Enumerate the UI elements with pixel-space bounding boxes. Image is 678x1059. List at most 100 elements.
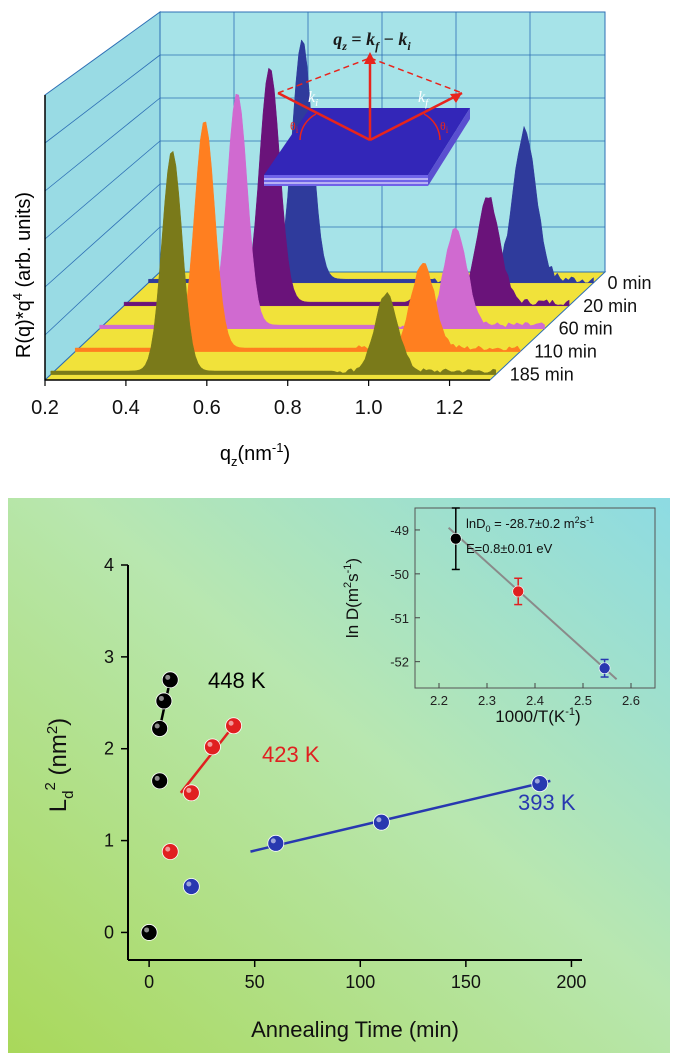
series-label: 448 K [208,668,266,693]
data-point-highlight [376,817,382,823]
inset-x-tick-label: 2.2 [430,693,448,708]
x-tick-label: 0.2 [31,397,59,419]
series-label: 20 min [583,296,637,316]
data-point-highlight [207,741,213,747]
y-tick-label: 2 [104,739,114,759]
inset-fit-line [447,527,618,680]
incident-beam [277,91,371,142]
sample-stack-edge [428,108,470,186]
data-point [155,692,173,710]
kf-label: kf [418,89,430,109]
grid-line [44,54,161,144]
data-point [267,834,285,852]
inset-y-tick-label: -52 [390,655,409,670]
inset-x-tick-label: 2.6 [622,693,640,708]
waterfall-series [50,39,594,375]
fit-line [250,779,551,853]
bottom-ticks: 0 50 100 150 200 0 1 2 3 4 [104,555,586,992]
grid-line [44,183,161,288]
inset-point [449,532,462,545]
data-point [204,738,221,756]
grid-line [44,140,161,240]
data-point [140,924,158,941]
data-point [182,878,200,895]
top-x-axis-title: qz(nm-1) [220,440,290,469]
inset-y-tick-label: -50 [390,567,409,582]
bottom-y-axis-title: Ld2 (nm2) [42,718,77,812]
y-tick-label: 3 [104,647,114,667]
x-tick-label: 0 [144,972,154,992]
x-tick-label: 1.0 [355,397,383,419]
series-label: 185 min [510,365,574,385]
series-labels: 448 K 423 K 393 K [208,668,576,815]
data-point [151,720,169,737]
theta-label-right: θi [440,119,449,135]
inset-ticks: 2.2 2.3 2.4 2.5 2.6 -49 -50 -51 -52 [390,523,640,708]
x-tick-label: 1.2 [436,397,464,419]
data-point-highlight [228,720,234,726]
data-point-highlight [534,778,540,784]
inset-fit [447,527,618,680]
data-point [161,843,179,861]
data-point [182,784,200,802]
sample-stack-top [264,108,470,175]
inset-y-tick-label: -49 [390,523,409,538]
data-point-highlight [154,723,160,729]
series-label: 423 K [262,742,320,767]
x-tick-label: 50 [245,972,265,992]
dashed-construction [369,57,463,94]
reflected-beam [369,91,463,142]
sample-stack-side [264,175,428,186]
inset-x-axis-title: 1000/T(K-1) [495,706,580,726]
series-labels: 0 min 20 min 60 min 110 min 185 min [510,273,652,385]
inset-x-tick-label: 2.4 [526,693,544,708]
theta-arc-right [423,113,441,141]
inset-annotation-energy: E=0.8±0.01 eV [466,541,553,556]
data-point-highlight [270,838,276,844]
inset-x-tick-label: 2.5 [574,693,592,708]
x-tick-label: 0.4 [112,397,140,419]
x-tick-label: 200 [556,972,586,992]
formula-label: qz = kf − ki [333,29,411,53]
data-point-highlight [158,695,164,701]
scattering-inset: qz = kf − ki ki kf θi θi [264,29,470,186]
y-tick-label: 1 [104,831,114,851]
bottom-x-axis-title: Annealing Time (min) [251,1017,459,1042]
x-tick-label: 0.8 [274,397,302,419]
fit-line [179,724,235,794]
theta-arc-left [299,113,317,141]
series-label: 393 K [518,790,576,815]
data-points [140,671,549,941]
y-tick-label: 0 [104,922,114,942]
dashed-construction [277,57,371,94]
data-point-highlight [186,787,192,793]
inset-point [598,662,611,675]
inset-points [449,507,611,678]
x-tick-label: 0.6 [193,397,221,419]
inset-point [512,585,525,598]
data-point [372,813,390,831]
series-label: 0 min [608,273,652,293]
inset-y-tick-label: -51 [390,611,409,626]
inset-y-axis-title: ln D(m2s-1) [342,558,362,638]
theta-label-left: θi [290,119,299,135]
data-point-highlight [144,927,150,933]
y-tick-label: 4 [104,555,114,575]
x-tick-label: 150 [451,972,481,992]
series-label: 110 min [534,342,597,362]
data-point [225,717,242,735]
data-point [161,671,179,689]
scatter-chart: 0 50 100 150 200 0 1 2 3 4 448 K 423 K 393 K Anneal… [8,498,670,1053]
top-x-ticks: 0.2 0.4 0.6 0.8 1.0 1.2 [31,380,463,419]
grid-line [44,97,161,192]
x-tick-label: 100 [345,972,375,992]
chart-background [8,498,670,1053]
arrhenius-inset: 2.2 2.3 2.4 2.5 2.6-49-50-51-52 1000/T(K-1) … [342,507,656,726]
kf-arrowhead [450,93,462,103]
waterfall-trace [50,150,497,375]
data-point-highlight [165,674,171,680]
inset-annotation-lnd0: lnD0 = -28.7±0.2 m2s-1 [466,515,594,534]
inset-x-tick-label: 2.3 [478,693,496,708]
